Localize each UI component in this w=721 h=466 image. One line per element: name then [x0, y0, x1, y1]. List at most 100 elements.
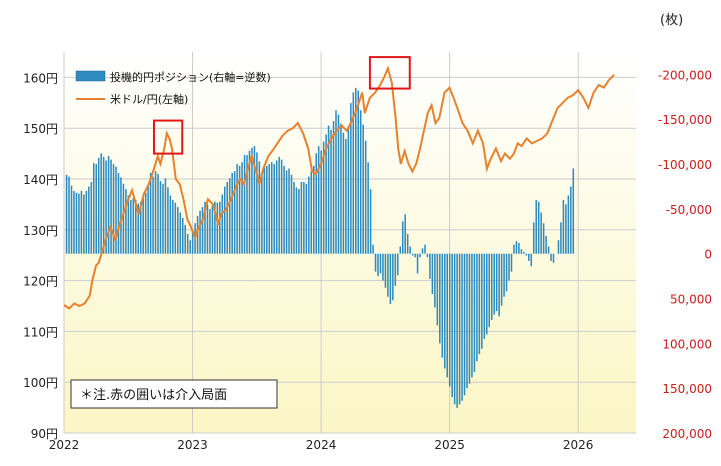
position-bar [409, 246, 411, 254]
right-tick-label: -100,000 [658, 158, 712, 172]
position-bar [345, 138, 347, 254]
position-bar [503, 253, 505, 297]
position-bar [508, 253, 510, 281]
position-bar [172, 199, 174, 254]
position-bar [565, 204, 567, 254]
position-bar [65, 174, 68, 254]
position-bar [518, 242, 520, 254]
position-bar [85, 190, 88, 254]
position-bar [441, 253, 444, 358]
position-bar [458, 253, 461, 405]
position-bar [320, 150, 322, 254]
x-tick-label: 2023 [177, 438, 208, 452]
position-bar [478, 253, 481, 355]
legend-bar-swatch [75, 70, 106, 82]
position-bar [446, 253, 448, 378]
position-bar [557, 240, 560, 254]
position-bar [88, 186, 90, 254]
position-bar [330, 129, 332, 254]
position-bar [335, 110, 337, 254]
position-bar [434, 253, 436, 308]
position-bar [261, 173, 263, 254]
position-bar [270, 162, 273, 254]
position-bar [283, 165, 285, 254]
position-bar [389, 253, 392, 304]
position-bar [268, 164, 271, 254]
position-bar [68, 176, 70, 254]
note-box-frame [70, 379, 278, 409]
position-bar [463, 253, 466, 396]
position-bar [115, 166, 117, 254]
position-bar [298, 189, 300, 254]
position-bar [537, 201, 540, 254]
position-bar [382, 253, 384, 281]
position-bar [493, 253, 495, 315]
position-bar [359, 110, 362, 254]
position-bar [570, 186, 572, 254]
left-axis-ticks: 90円 100円 110円 120円 130円 140円 150円 160円 [23, 71, 58, 441]
position-bar [542, 223, 545, 254]
position-bar [528, 253, 530, 261]
position-bar [92, 163, 95, 254]
position-bar [152, 176, 154, 254]
position-bar [80, 190, 83, 254]
position-bar [310, 171, 313, 254]
position-bar [251, 147, 253, 254]
position-bar [90, 181, 93, 254]
position-bar [70, 185, 73, 254]
position-bar [305, 183, 308, 254]
left-tick-label: 130円 [23, 224, 58, 238]
position-bar [97, 157, 100, 254]
position-bar [132, 198, 135, 254]
position-bar [300, 181, 303, 254]
left-tick-label: 150円 [23, 122, 58, 136]
position-bar [466, 253, 468, 389]
position-bar [448, 253, 451, 387]
position-bar [404, 214, 406, 254]
position-bar [399, 246, 402, 254]
position-bar [515, 241, 518, 254]
position-bar [266, 165, 268, 254]
position-bar [206, 204, 209, 254]
position-bar [228, 178, 231, 254]
legend: 投機的円ポジション(右軸=逆数) 米ドル/円(左軸) [75, 70, 271, 106]
position-bar [258, 161, 261, 254]
position-bar [421, 248, 424, 254]
position-bar [253, 146, 256, 254]
position-bar [159, 181, 162, 254]
position-bar [184, 225, 186, 254]
position-bar [315, 153, 317, 254]
position-bar [107, 155, 110, 254]
position-bar [377, 253, 379, 277]
position-bar [337, 114, 340, 254]
position-bar [199, 210, 201, 254]
position-bar [211, 205, 214, 254]
position-bar [429, 253, 431, 279]
position-bar [137, 203, 140, 254]
position-bar [567, 195, 570, 254]
position-bar [347, 128, 350, 254]
left-tick-label: 140円 [23, 173, 58, 187]
position-bar [322, 141, 325, 254]
position-bar [110, 159, 112, 254]
left-tick-label: 160円 [23, 71, 58, 85]
position-bar [436, 253, 439, 326]
legend-bar-label: 投機的円ポジション(右軸=逆数) [110, 70, 271, 84]
position-bar [488, 253, 491, 328]
x-tick-label: 2026 [563, 438, 594, 452]
x-tick-label: 2025 [434, 438, 465, 452]
usdjpy-line [63, 65, 615, 310]
right-tick-label: 150,000 [662, 382, 712, 396]
position-bar [241, 162, 243, 254]
position-bar [256, 152, 258, 254]
position-bar [525, 253, 528, 256]
position-bar [547, 246, 550, 254]
position-bar [317, 146, 320, 254]
position-bar [285, 170, 288, 254]
position-bar [238, 165, 241, 254]
position-bar [483, 253, 486, 339]
position-bar [500, 253, 503, 306]
position-bar [505, 253, 508, 292]
plot-background [64, 52, 636, 433]
